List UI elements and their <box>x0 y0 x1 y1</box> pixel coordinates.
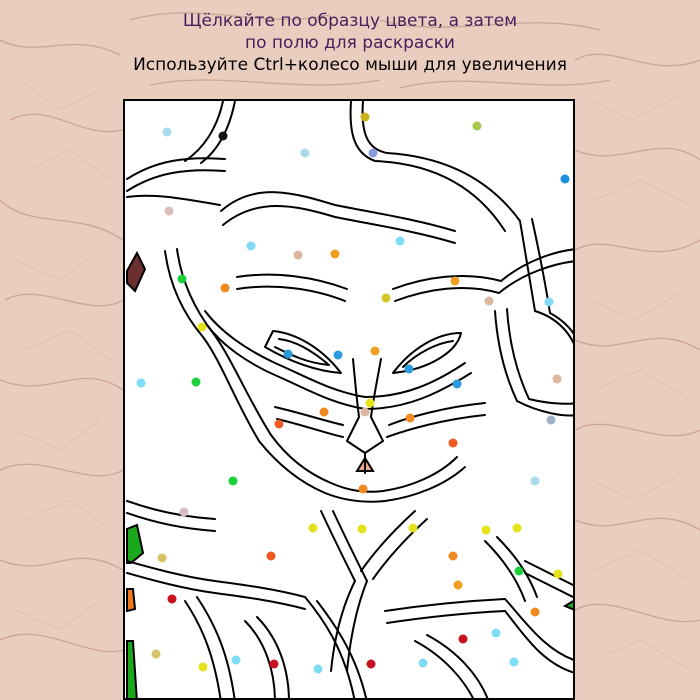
color-marker-dot[interactable] <box>472 121 482 131</box>
color-marker-dot[interactable] <box>293 250 303 260</box>
filled-region-green-left[interactable] <box>126 523 145 564</box>
color-marker-dot[interactable] <box>283 349 293 359</box>
filled-region-orange-left[interactable] <box>126 588 137 613</box>
color-marker-dot[interactable] <box>552 374 562 384</box>
filled-region-green-bottom[interactable] <box>126 640 138 700</box>
color-marker-dot[interactable] <box>246 241 256 251</box>
color-marker-dot[interactable] <box>509 657 519 667</box>
color-marker-dot[interactable] <box>191 377 201 387</box>
color-marker-dot[interactable] <box>274 419 284 429</box>
color-marker-dot[interactable] <box>167 594 177 604</box>
color-marker-dot[interactable] <box>330 249 340 259</box>
color-marker-dot[interactable] <box>408 523 418 533</box>
color-marker-dot[interactable] <box>360 112 370 122</box>
coloring-canvas[interactable] <box>125 101 575 700</box>
header: Щёлкайте по образцу цвета, а затем по по… <box>0 10 700 76</box>
color-marker-dot[interactable] <box>370 346 380 356</box>
color-marker-dot[interactable] <box>300 148 310 158</box>
color-marker-dot[interactable] <box>157 553 167 563</box>
color-marker-dot[interactable] <box>269 659 279 669</box>
color-marker-dot[interactable] <box>553 569 563 579</box>
color-marker-dot[interactable] <box>514 566 524 576</box>
color-marker-dot[interactable] <box>546 415 556 425</box>
outline-layer <box>126 101 573 698</box>
color-marker-dot[interactable] <box>198 662 208 672</box>
color-marker-dot[interactable] <box>450 276 460 286</box>
color-marker-dot[interactable] <box>453 580 463 590</box>
color-marker-dot[interactable] <box>544 297 554 307</box>
color-marker-dot[interactable] <box>418 658 428 668</box>
instruction-line-2: по полю для раскраски <box>245 33 455 53</box>
coloring-board[interactable] <box>123 99 575 700</box>
color-marker-dot[interactable] <box>404 364 414 374</box>
color-marker-dot[interactable] <box>366 659 376 669</box>
color-marker-dot[interactable] <box>481 525 491 535</box>
color-marker-dot[interactable] <box>179 507 189 517</box>
color-marker-dot[interactable] <box>333 350 343 360</box>
color-marker-dot[interactable] <box>530 607 540 617</box>
color-marker-dot[interactable] <box>220 283 230 293</box>
color-marker-dot[interactable] <box>218 131 228 141</box>
color-marker-dot[interactable] <box>405 413 415 423</box>
zoom-hint: Используйте Ctrl+колесо мыши для увеличе… <box>133 55 567 75</box>
color-marker-dot[interactable] <box>308 523 318 533</box>
color-marker-dot[interactable] <box>228 476 238 486</box>
color-marker-dot[interactable] <box>162 127 172 137</box>
color-marker-dot[interactable] <box>560 174 570 184</box>
color-marker-dot[interactable] <box>512 523 522 533</box>
color-marker-dot[interactable] <box>484 296 494 306</box>
filled-region-maroon[interactable] <box>126 250 147 293</box>
color-marker-dot[interactable] <box>357 524 367 534</box>
filled-region-green-right[interactable] <box>562 599 575 611</box>
color-marker-dot[interactable] <box>448 438 458 448</box>
color-marker-dot[interactable] <box>368 148 378 158</box>
color-marker-dot[interactable] <box>151 649 161 659</box>
color-marker-dot[interactable] <box>458 634 468 644</box>
color-marker-dot[interactable] <box>358 484 368 494</box>
color-marker-dot[interactable] <box>231 655 241 665</box>
color-marker-dot[interactable] <box>530 476 540 486</box>
color-markers <box>136 112 570 674</box>
color-marker-dot[interactable] <box>381 293 391 303</box>
color-marker-dot[interactable] <box>313 664 323 674</box>
instruction-line-1: Щёлкайте по образцу цвета, а затем <box>182 11 518 31</box>
color-marker-dot[interactable] <box>448 551 458 561</box>
color-marker-dot[interactable] <box>266 551 276 561</box>
color-marker-dot[interactable] <box>395 236 405 246</box>
color-marker-dot[interactable] <box>197 322 207 332</box>
color-marker-dot[interactable] <box>365 398 375 408</box>
color-marker-dot[interactable] <box>360 407 370 417</box>
color-marker-dot[interactable] <box>177 274 187 284</box>
color-marker-dot[interactable] <box>452 379 462 389</box>
color-marker-dot[interactable] <box>164 206 174 216</box>
color-marker-dot[interactable] <box>136 378 146 388</box>
color-marker-dot[interactable] <box>491 628 501 638</box>
color-marker-dot[interactable] <box>319 407 329 417</box>
